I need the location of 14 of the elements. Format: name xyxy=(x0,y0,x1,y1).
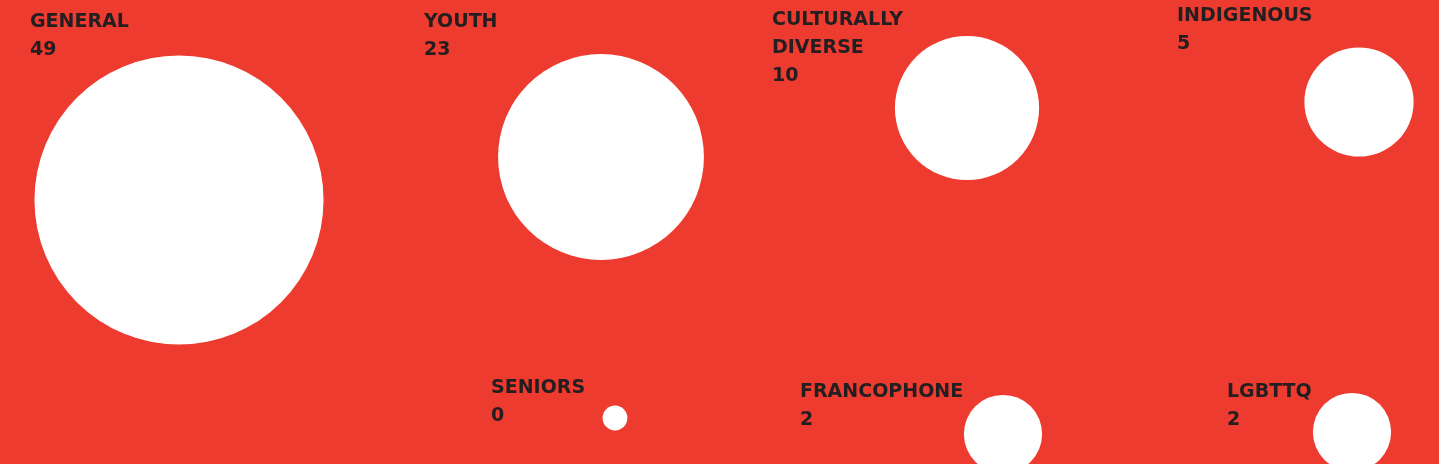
category-label: INDIGENOUS xyxy=(1177,3,1313,25)
category-label: YOUTH xyxy=(423,9,498,31)
data-label: 23 xyxy=(424,37,451,59)
category-label: CULTURALLY DIVERSE xyxy=(772,7,904,57)
category-label: GENERAL xyxy=(30,9,129,31)
data-label: 10 xyxy=(772,63,799,85)
data-label: 2 xyxy=(800,407,814,429)
data-label: 0 xyxy=(491,403,505,425)
data-label: 2 xyxy=(1227,407,1241,429)
category-label: FRANCOPHONE xyxy=(800,379,964,401)
category-label: SENIORS xyxy=(491,375,586,397)
category-label: LGBTTQ xyxy=(1227,379,1312,401)
data-label: 5 xyxy=(1177,31,1191,53)
data-label: 49 xyxy=(30,37,57,59)
